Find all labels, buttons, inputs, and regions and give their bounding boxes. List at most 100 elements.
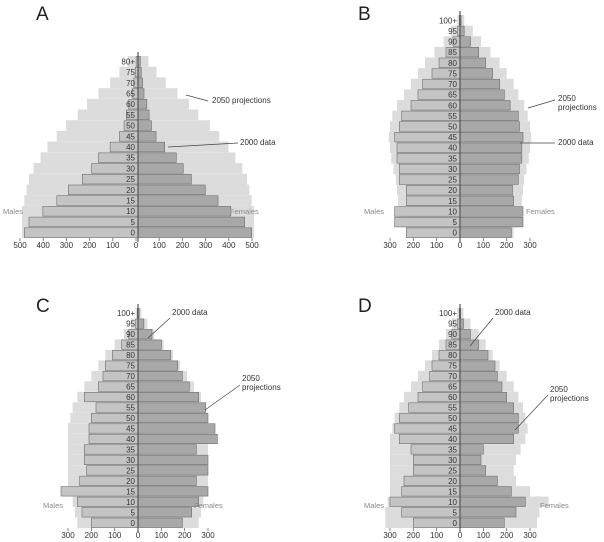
age-tick-label: 90 — [448, 38, 457, 47]
projection-bar-male — [127, 56, 138, 67]
projection-bar-male — [451, 318, 460, 329]
projection-bar-female — [138, 120, 210, 131]
data-bar-male — [28, 216, 139, 228]
data-bar-female — [459, 423, 519, 434]
annotation-text: 2000 data — [495, 308, 531, 317]
annotation-leader-line — [469, 317, 494, 347]
age-tick-label: 90 — [126, 330, 135, 339]
data-bar-female — [137, 318, 145, 329]
projection-bar-male — [131, 318, 138, 329]
data-bar-female — [137, 339, 162, 350]
projection-bar-male — [56, 130, 138, 142]
females-label: Females — [194, 501, 223, 510]
age-tick-label: 10 — [126, 498, 135, 507]
annotation-text: 2050 projections — [212, 96, 271, 105]
projection-bar-male — [135, 308, 138, 319]
data-bar-female — [137, 381, 190, 392]
data-bar-female — [137, 120, 152, 131]
projection-bar-male — [47, 141, 138, 153]
age-tick-label: 25 — [448, 466, 457, 475]
data-bar-female — [459, 132, 524, 143]
data-bar-female — [137, 517, 183, 528]
data-bar-female — [459, 163, 520, 175]
data-bar-female — [137, 465, 209, 476]
projection-bar-male — [77, 109, 138, 121]
data-bar-female — [137, 507, 192, 518]
data-bar-female — [137, 99, 148, 110]
x-tick-label: 300 — [383, 241, 397, 250]
projection-bar-female — [460, 318, 471, 329]
age-tick-label: 15 — [448, 487, 457, 496]
data-bar-female — [459, 444, 484, 455]
data-bar-female — [459, 142, 523, 153]
age-tick-label: 65 — [126, 89, 135, 98]
age-tick-label: 40 — [448, 435, 457, 444]
age-tick-label: 25 — [126, 175, 135, 184]
projection-bar-female — [138, 66, 157, 78]
females-label: Females — [540, 501, 569, 510]
x-tick-label: 300 — [201, 531, 215, 540]
annotation-text: 2000 data — [240, 138, 276, 147]
x-tick-label: 0 — [136, 531, 141, 540]
panel-letter: C — [36, 296, 50, 317]
data-bar-female — [137, 423, 216, 434]
age-tick-label: 25 — [126, 466, 135, 475]
data-bar-female — [459, 121, 520, 132]
age-tick-label: 35 — [126, 154, 135, 163]
data-bar-female — [137, 444, 197, 455]
x-tick-label: 500 — [245, 241, 259, 250]
age-tick-label: 15 — [126, 487, 135, 496]
age-tick-label: 60 — [448, 101, 457, 110]
age-tick-label: 10 — [448, 498, 457, 507]
annotation-leader-line — [185, 94, 209, 102]
annotation-text: projections — [558, 103, 597, 112]
age-tick-label: 45 — [448, 133, 457, 142]
males-label: Males — [364, 207, 384, 216]
annotation-text: projections — [550, 394, 589, 403]
age-tick-label: 10 — [126, 207, 135, 216]
females-label: Females — [526, 207, 555, 216]
x-tick-label: 300 — [383, 531, 397, 540]
age-tick-label: 0 — [131, 229, 136, 238]
data-bar-female — [137, 206, 232, 217]
projection-bar-female — [138, 163, 243, 174]
data-bar-female — [459, 517, 505, 528]
projection-bar-male — [98, 88, 138, 99]
age-tick-label: 30 — [126, 456, 135, 465]
age-tick-label: 85 — [448, 341, 457, 350]
data-bar-female — [137, 402, 206, 413]
data-bar-female — [459, 195, 514, 206]
data-bar-female — [459, 174, 519, 185]
projection-bar-male — [457, 15, 460, 26]
age-tick-label: 45 — [448, 424, 457, 433]
x-tick-label: 0 — [458, 531, 463, 540]
age-tick-label: 10 — [448, 207, 457, 216]
age-tick-label: 100+ — [439, 309, 457, 318]
x-tick-label: 100 — [430, 531, 444, 540]
x-tick-label: 300 — [199, 241, 213, 250]
x-tick-label: 200 — [407, 241, 421, 250]
projection-bar-female — [138, 130, 220, 142]
age-tick-label: 95 — [448, 27, 457, 36]
data-bar-female — [459, 153, 523, 164]
projection-bar-female — [460, 308, 464, 319]
age-tick-label: 5 — [131, 508, 136, 517]
age-tick-label: 50 — [126, 122, 135, 131]
age-tick-label: 80 — [448, 59, 457, 68]
projection-bar-female — [460, 25, 473, 37]
data-bar-female — [137, 486, 209, 497]
data-bar-female — [459, 486, 512, 497]
data-bar-female — [137, 88, 145, 99]
age-tick-label: 85 — [126, 341, 135, 350]
panel-letter: D — [358, 296, 372, 317]
males-label: Males — [3, 207, 23, 216]
panel-letter: A — [36, 4, 49, 25]
projection-bar-female — [138, 152, 236, 164]
x-tick-label: 0 — [134, 241, 139, 250]
data-bar-female — [459, 78, 500, 90]
age-tick-label: 80+ — [121, 57, 135, 66]
projection-bar-male — [457, 308, 460, 319]
